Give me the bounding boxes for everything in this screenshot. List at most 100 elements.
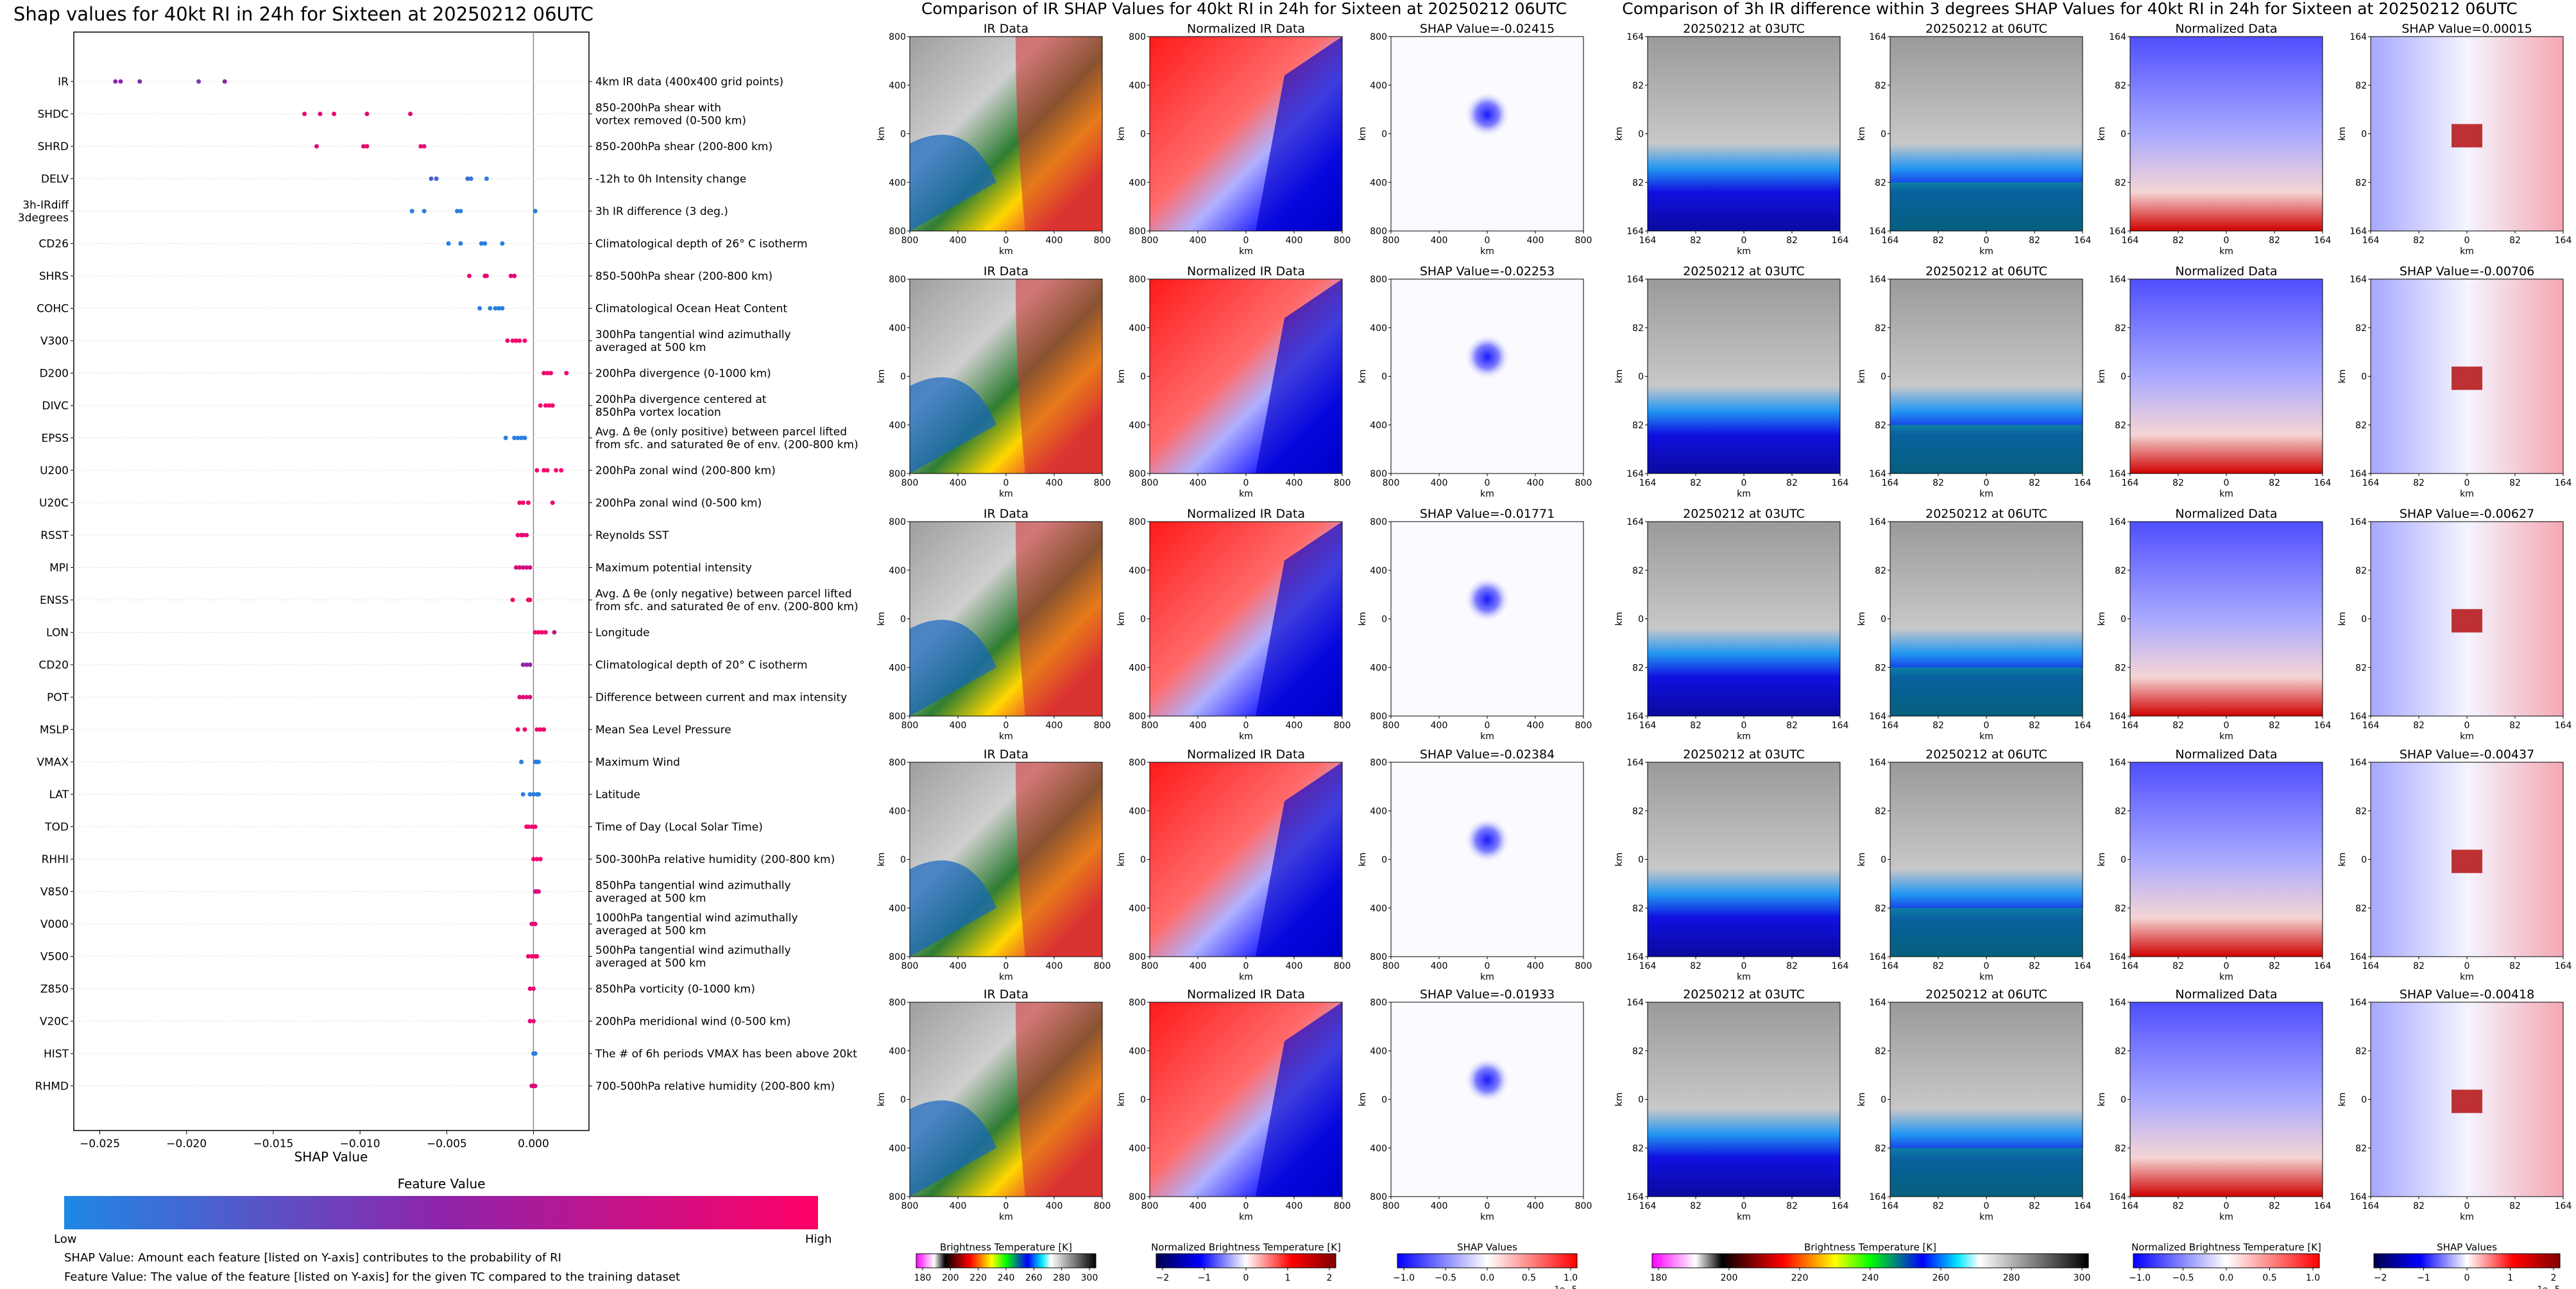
y-tick-label: 0 bbox=[1881, 615, 1886, 625]
x-tick-label: 800 bbox=[1141, 478, 1159, 488]
x-tick-label: 82 bbox=[2269, 478, 2280, 488]
colorbar-tick-label: 0.0 bbox=[1480, 1273, 1494, 1283]
y-tick-label: 800 bbox=[1370, 998, 1387, 1008]
ir-panel-title: Comparison of IR SHAP Values for 40kt RI… bbox=[921, 0, 1567, 18]
y-axis-label: km bbox=[2097, 370, 2107, 384]
y-tick-label: 82 bbox=[1875, 807, 1886, 817]
x-tick-label: 82 bbox=[1932, 1201, 1944, 1211]
y-tick-label: 800 bbox=[1129, 226, 1146, 237]
feature-label: RSST bbox=[40, 529, 69, 542]
y-tick-label: 800 bbox=[889, 712, 906, 722]
shap-point bbox=[533, 630, 538, 635]
x-tick-label: 400 bbox=[950, 961, 967, 971]
x-tick-label: 82 bbox=[1690, 721, 1702, 731]
feature-label-line: 3h-IRdiff bbox=[22, 199, 69, 212]
y-tick-label: 400 bbox=[889, 81, 906, 91]
x-tick-label: 0 bbox=[1003, 721, 1009, 731]
shap-point bbox=[446, 241, 451, 246]
colorbar-strip bbox=[1397, 1253, 1578, 1268]
feature-label: COHC bbox=[37, 303, 69, 316]
shap-point bbox=[554, 468, 559, 473]
x-tick-label: 164 bbox=[2314, 961, 2332, 971]
feature-description: Reynolds SST bbox=[595, 529, 669, 542]
feature-description-line: 850-200hPa shear with bbox=[595, 102, 721, 115]
feature-description-line: Climatological depth of 20° C isotherm bbox=[595, 659, 808, 672]
x-axis-label: km bbox=[999, 489, 1013, 499]
y-tick-label: 82 bbox=[2115, 807, 2126, 817]
y-tick-label: 82 bbox=[1875, 323, 1886, 334]
feature-label: LAT bbox=[49, 789, 69, 801]
x-tick-label: 164 bbox=[2074, 961, 2092, 971]
x-tick-label: 0 bbox=[2224, 721, 2230, 731]
x-tick-label: 400 bbox=[950, 478, 967, 488]
x-tick-label: 82 bbox=[2269, 721, 2280, 731]
x-tick-label: 164 bbox=[1882, 1201, 1899, 1211]
green-band bbox=[1890, 1148, 2083, 1197]
shap-point bbox=[520, 792, 525, 797]
shap-point bbox=[540, 630, 545, 635]
shap-point bbox=[484, 176, 489, 181]
image-title: Normalized Data bbox=[2175, 507, 2277, 521]
shap-point bbox=[534, 727, 540, 732]
y-tick-label: 164 bbox=[2350, 712, 2367, 722]
feature-label-line: V300 bbox=[40, 335, 69, 348]
y-tick-label: 82 bbox=[1632, 1143, 1644, 1154]
x-axis-label: km bbox=[1480, 731, 1494, 742]
image-title: SHAP Value=0.00015 bbox=[2401, 22, 2532, 36]
y-axis-label: km bbox=[1116, 370, 1127, 384]
x-axis-label: km bbox=[1239, 731, 1253, 742]
x-axis-label: km bbox=[2219, 246, 2233, 257]
shap-point bbox=[536, 630, 542, 635]
x-tick-label: 400 bbox=[1190, 235, 1207, 246]
x-tick-label: 400 bbox=[1527, 1201, 1544, 1211]
x-tick-label: 164 bbox=[1832, 235, 1849, 246]
x-axis-label: km bbox=[1737, 972, 1751, 982]
y-tick-label: 82 bbox=[2355, 1143, 2367, 1154]
x-tick-label: 164 bbox=[2314, 235, 2332, 246]
colorbar-tick-label: 280 bbox=[2003, 1273, 2020, 1283]
y-tick-label: 164 bbox=[1869, 952, 1886, 962]
x-tick-label: 0 bbox=[1984, 478, 1990, 488]
shap-point bbox=[364, 144, 370, 149]
shap-point bbox=[517, 338, 522, 343]
y-tick-label: 0 bbox=[1140, 855, 1146, 866]
y-tick-label: 0 bbox=[1638, 372, 1644, 382]
colorbar: Normalized Brightness Temperature [K] −1.… bbox=[2129, 1242, 2321, 1283]
y-axis-label: km bbox=[1857, 370, 1867, 384]
image-heatmap bbox=[2130, 522, 2323, 716]
x-tick-label: 164 bbox=[1639, 478, 1657, 488]
y-axis-label: km bbox=[876, 853, 887, 867]
x-tick-label: 0 bbox=[2464, 721, 2470, 731]
diff-panel-title: Comparison of 3h IR difference within 3 … bbox=[1622, 0, 2517, 18]
shap-point bbox=[508, 273, 513, 278]
image-heatmap bbox=[1890, 279, 2083, 474]
image-title: Normalized IR Data bbox=[1187, 264, 1305, 278]
x-tick-label: 800 bbox=[1575, 235, 1592, 246]
x-tick-label: 164 bbox=[1882, 235, 1899, 246]
shap-point bbox=[527, 1019, 533, 1023]
x-tick-label: 82 bbox=[2413, 721, 2425, 731]
feature-description: Climatological Ocean Heat Content bbox=[595, 303, 787, 316]
feature-label: RHMD bbox=[35, 1080, 69, 1093]
shap-point bbox=[512, 273, 517, 278]
feature-description: 200hPa divergence (0-1000 km) bbox=[595, 368, 771, 380]
colorbar-tick-label: 180 bbox=[1650, 1273, 1668, 1283]
y-tick-label: 82 bbox=[2355, 663, 2367, 673]
y-axis-label: km bbox=[1358, 127, 1368, 141]
y-tick-label: 400 bbox=[889, 807, 906, 817]
shap-point bbox=[477, 306, 482, 311]
shap-point bbox=[531, 857, 536, 862]
shap-point bbox=[520, 533, 525, 538]
x-axis-label: km bbox=[999, 246, 1013, 257]
feature-description-line: The # of 6h periods VMAX has been above … bbox=[595, 1048, 857, 1061]
x-tick-label: 0 bbox=[1741, 961, 1747, 971]
shap-point bbox=[536, 760, 542, 764]
image-heatmap bbox=[2130, 279, 2323, 474]
feature-label-line: COHC bbox=[37, 303, 69, 316]
shap-point bbox=[533, 209, 538, 214]
x-tick-label: −0.015 bbox=[253, 1138, 293, 1150]
shap-point bbox=[524, 695, 529, 699]
